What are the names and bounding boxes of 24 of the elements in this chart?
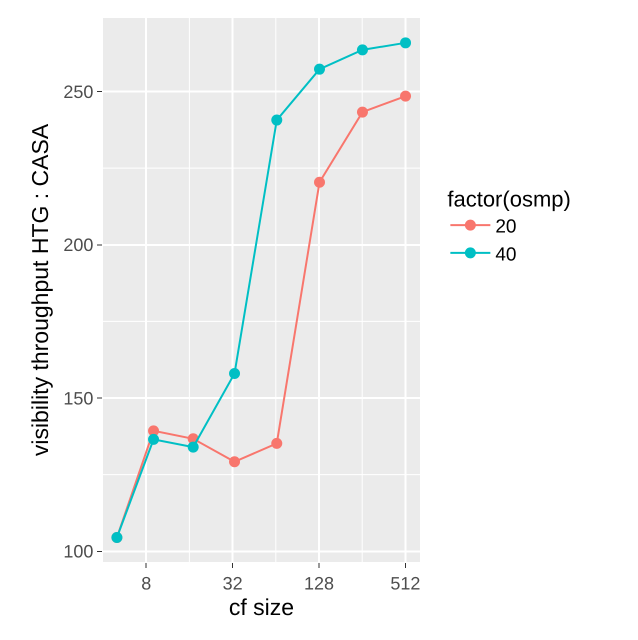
point (314, 176, 325, 188)
y-axis-title: visibility throughput HTG : CASA (26, 123, 53, 456)
y-tick-label: 200 (63, 235, 94, 256)
point (356, 106, 368, 118)
legend-title: factor(osmp) (447, 186, 571, 212)
point (271, 114, 282, 126)
point (400, 90, 412, 102)
x-tick-label: 512 (390, 574, 420, 594)
x-tick-label: 128 (304, 574, 334, 594)
point (400, 37, 412, 48)
x-tick-label: 8 (141, 574, 152, 594)
y-tick-label: 250 (63, 82, 94, 102)
point (188, 442, 199, 453)
legend-label: 20 (495, 216, 516, 238)
point (356, 44, 368, 56)
legend-label: 40 (495, 244, 516, 266)
y-tick-label: 150 (63, 388, 94, 408)
x-tick-label: 32 (222, 574, 243, 594)
point (271, 438, 282, 449)
x-axis-title: cf size (228, 594, 294, 620)
point (229, 368, 240, 380)
y-tick-label: 100 (63, 542, 94, 562)
point (314, 64, 325, 75)
point (229, 456, 240, 468)
